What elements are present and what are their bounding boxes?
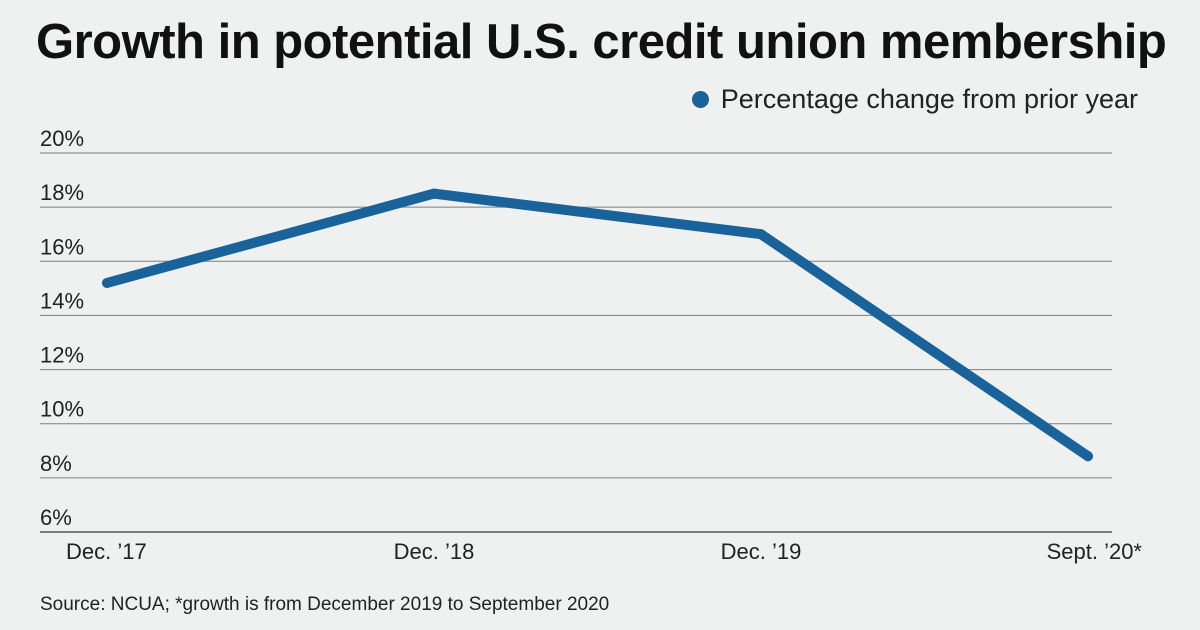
- source-note: Source: NCUA; *growth is from December 2…: [40, 594, 610, 615]
- y-tick-label: 6%: [40, 505, 72, 530]
- data-point: [102, 277, 112, 288]
- data-point: [756, 229, 766, 240]
- chart-title: Growth in potential U.S. credit union me…: [36, 15, 1167, 69]
- y-tick-label: 10%: [40, 397, 84, 422]
- x-tick-label: Dec. ’19: [721, 539, 802, 564]
- legend-label: Percentage change from prior year: [720, 84, 1138, 114]
- data-point: [1083, 451, 1093, 462]
- y-tick-label: 20%: [40, 126, 84, 151]
- data-point: [429, 188, 439, 199]
- y-tick-label: 12%: [40, 343, 84, 368]
- y-tick-label: 18%: [40, 180, 84, 205]
- series-line: [102, 188, 1093, 462]
- y-tick-label: 8%: [40, 451, 72, 476]
- x-tick-label: Sept. ’20*: [1047, 539, 1143, 564]
- legend-marker: [691, 91, 709, 108]
- y-tick-label: 14%: [40, 288, 84, 313]
- legend: Percentage change from prior year: [691, 84, 1138, 115]
- x-tick-label: Dec. ’18: [394, 539, 475, 564]
- y-tick-label: 16%: [40, 234, 84, 259]
- x-tick-label: Dec. ’17: [66, 539, 147, 564]
